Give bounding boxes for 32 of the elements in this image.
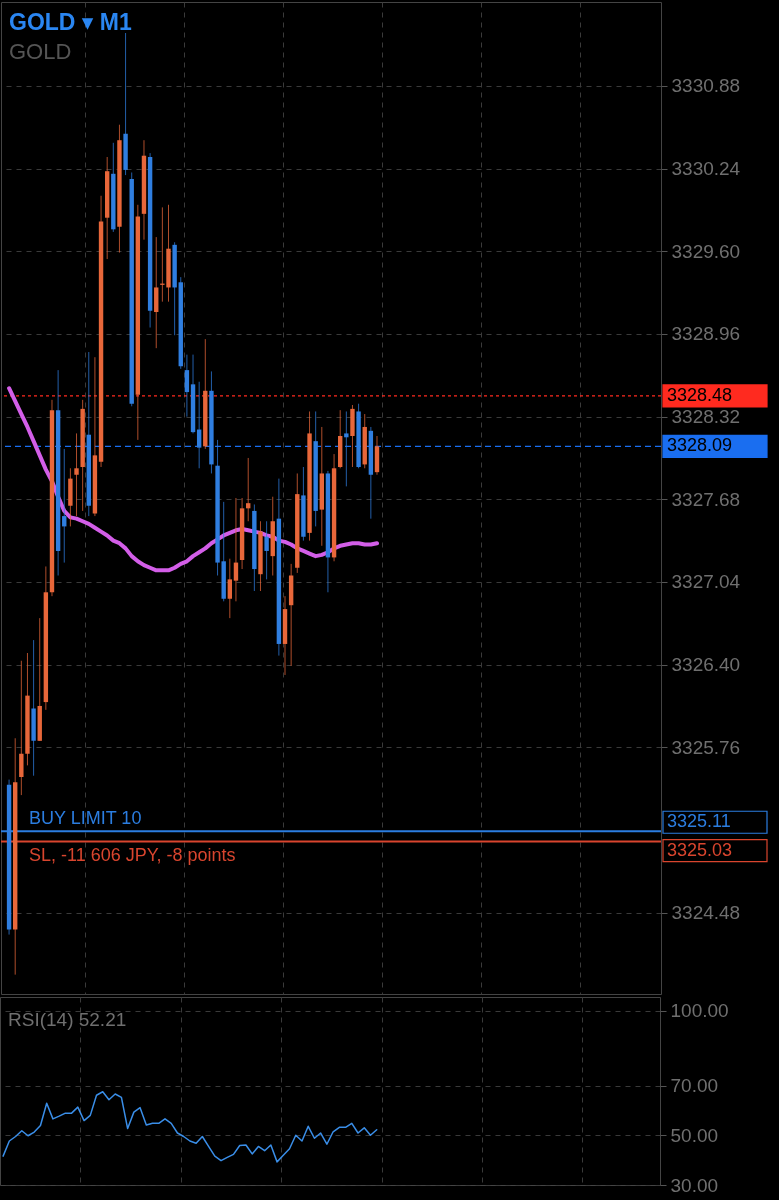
y-tick-label: 3325.76 — [671, 736, 741, 758]
candlestick — [74, 432, 79, 517]
chart-title: GOLD ▾ M1 — [9, 9, 132, 35]
candlestick — [233, 497, 239, 602]
y-tick-label: 70.00 — [670, 1075, 719, 1097]
y-tick-label: 3330.88 — [671, 75, 741, 97]
candlestick — [344, 410, 349, 487]
annotation: SL, -11 606 JPY, -8 points — [29, 844, 236, 865]
ref-line-label: 3328.09 — [667, 435, 733, 456]
y-tick-label: 3327.04 — [671, 571, 741, 593]
y-tick-label: 50.00 — [670, 1124, 719, 1146]
candlestick — [19, 660, 24, 796]
y-tick-label: 3324.48 — [671, 902, 741, 924]
y-tick-label: 3330.24 — [671, 158, 741, 180]
candlestick — [184, 354, 190, 418]
ref-line-label: 3328.48 — [667, 384, 733, 405]
text: RSI(14) 52.21 — [8, 1009, 127, 1030]
candlestick — [196, 381, 202, 469]
y-tick-label: 3326.40 — [671, 654, 741, 676]
y-tick-label: 3328.32 — [671, 406, 741, 428]
text: GOLD — [9, 39, 72, 64]
y-tick-label: 3327.68 — [671, 488, 741, 510]
annotation: BUY LIMIT 10 — [29, 808, 142, 829]
line-series — [2, 1091, 378, 1163]
candlestick — [227, 558, 233, 619]
ref-line-label: 3325.03 — [667, 839, 733, 860]
y-tick-label: 3329.60 — [671, 240, 741, 262]
y-tick-label: 3328.96 — [671, 323, 741, 345]
y-tick-label: 100.00 — [670, 1000, 729, 1022]
ref-line-label: 3325.11 — [667, 811, 731, 832]
y-tick-label: 30.00 — [670, 1174, 719, 1196]
candlestick — [264, 520, 269, 580]
